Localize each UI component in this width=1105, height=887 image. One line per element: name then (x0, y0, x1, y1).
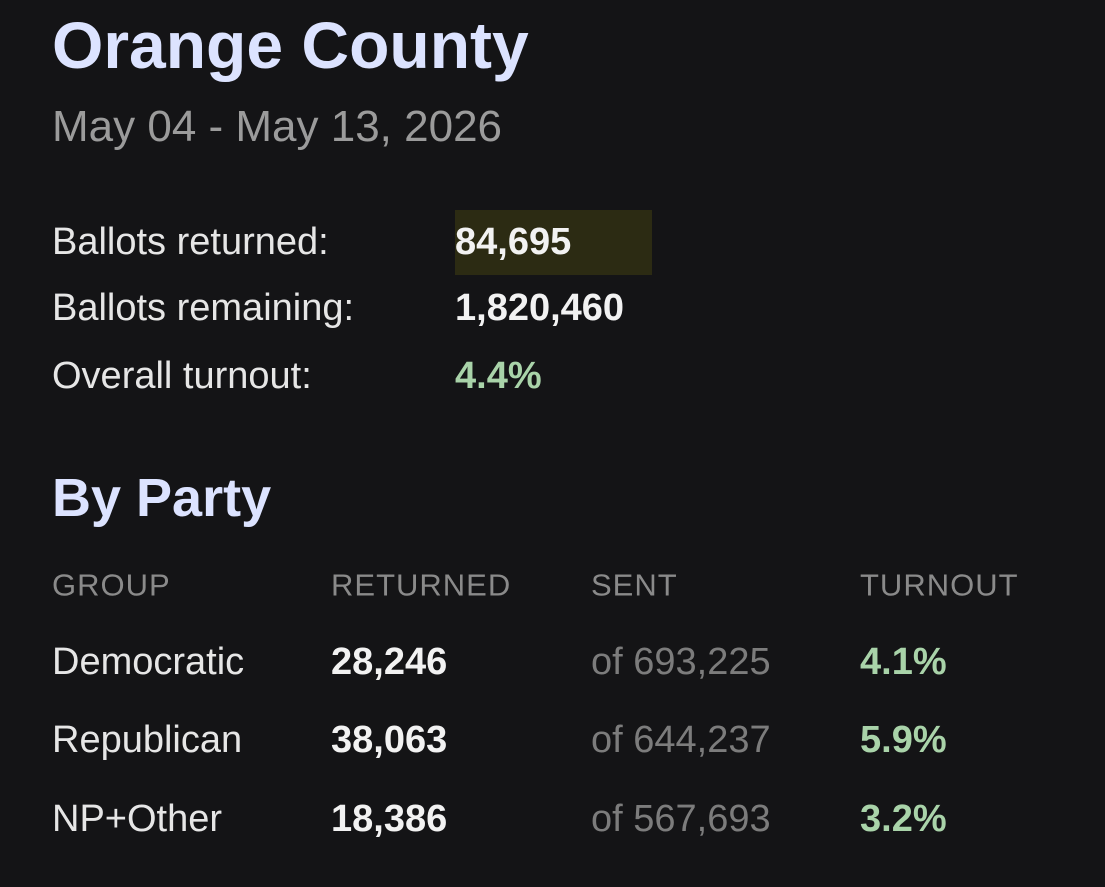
column-header: GROUP (52, 567, 171, 603)
section-title: By Party (52, 468, 272, 528)
column-header: TURNOUT (860, 567, 1019, 603)
column-header: SENT (591, 567, 678, 603)
summary-value: 4.4% (455, 355, 542, 397)
turnout-cell: 3.2% (860, 798, 947, 840)
turnout-cell: 4.1% (860, 641, 947, 683)
summary-value: 1,820,460 (455, 287, 625, 329)
date-range: May 04 - May 13, 2026 (52, 102, 503, 151)
sent-cell: of 567,693 (591, 798, 771, 840)
sent-cell: of 693,225 (591, 641, 771, 683)
sent-cell: of 644,237 (591, 719, 771, 761)
summary-label: Ballots returned: (52, 221, 329, 263)
returned-cell: 28,246 (331, 641, 448, 683)
summary-label: Overall turnout: (52, 355, 312, 397)
turnout-cell: 5.9% (860, 719, 947, 761)
column-header: RETURNED (331, 567, 512, 603)
summary-label: Ballots remaining: (52, 287, 355, 329)
title: Orange County (52, 8, 529, 82)
highlight (455, 210, 652, 275)
group-cell: Republican (52, 719, 243, 761)
group-cell: Democratic (52, 641, 245, 683)
group-cell: NP+Other (52, 798, 223, 840)
returned-cell: 38,063 (331, 719, 448, 761)
summary-value: 84,695 (455, 221, 572, 263)
returned-cell: 18,386 (331, 798, 448, 840)
